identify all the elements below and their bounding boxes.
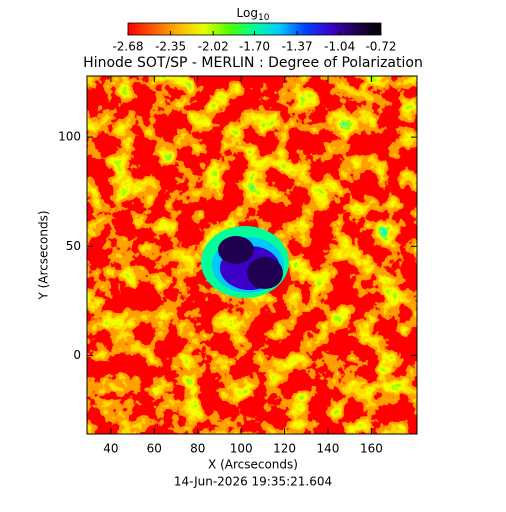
plot-frame (86, 75, 418, 435)
chart-title: Hinode SOT/SP - MERLIN : Degree of Polar… (83, 55, 423, 71)
colorbar-tick-label: -0.72 (365, 40, 396, 54)
colorbar-tick-label: -2.68 (112, 40, 143, 54)
x-tick-label: 100 (230, 442, 253, 456)
x-tick-label: 60 (147, 442, 162, 456)
colorbar-tick-label: -1.04 (324, 40, 355, 54)
sunspot (218, 236, 254, 264)
colorbar-tick-label: -1.70 (239, 40, 270, 54)
x-tick-label: 40 (103, 442, 118, 456)
timestamp: 14-Jun-2026 19:35:21.604 (174, 475, 332, 489)
polarization-map (87, 76, 417, 434)
x-axis-label: X (Arcseconds) (208, 458, 298, 472)
colorbar-label: Log10 (237, 6, 270, 23)
y-tick-label: 50 (66, 239, 81, 253)
x-tick-label: 140 (317, 442, 340, 456)
y-tick-label: 100 (58, 130, 81, 144)
x-tick-label: 160 (360, 442, 383, 456)
x-tick-label: 80 (190, 442, 205, 456)
colorbar-tick-label: -2.35 (155, 40, 186, 54)
x-tick-label: 120 (273, 442, 296, 456)
colorbar-tick-label: -1.37 (282, 40, 313, 54)
y-tick-label: 0 (73, 348, 81, 362)
y-axis-label: Y (Arcseconds) (37, 210, 51, 300)
colorbar-tick-label: -2.02 (198, 40, 229, 54)
sunspot (247, 257, 283, 289)
